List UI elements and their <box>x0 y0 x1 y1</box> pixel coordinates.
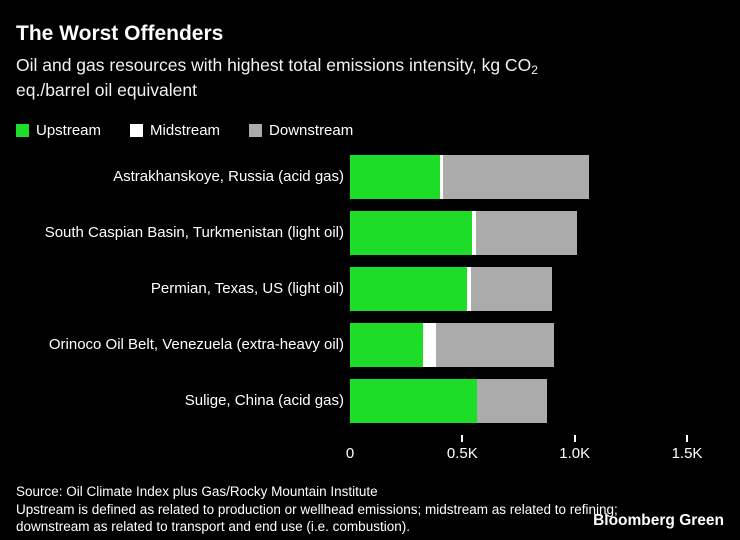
legend-label: Downstream <box>269 121 354 139</box>
chart-subtitle-line1: Oil and gas resources with highest total… <box>16 55 532 75</box>
bar-label: Permian, Texas, US (light oil) <box>150 280 344 297</box>
bar-row: Astrakhanskoye, Russia (acid gas) <box>16 155 724 199</box>
white-square-swatch <box>130 123 144 137</box>
bar-segment-downstream <box>471 267 553 311</box>
bar-row: Orinoco Oil Belt, Venezuela (extra-heavy… <box>16 323 724 367</box>
bar-track <box>350 267 724 311</box>
x-axis-tick-label: 0.5K <box>446 445 478 462</box>
footnote-line1: Upstream is defined as related to produc… <box>16 501 618 517</box>
legend-item-downstream: Downstream <box>249 122 353 139</box>
bar-chart: Astrakhanskoye, Russia (acid gas) South C… <box>16 155 724 462</box>
bar-segment-downstream <box>443 155 590 199</box>
legend: Upstream Midstream Downstream <box>16 122 724 139</box>
bar-segment-midstream <box>439 155 444 199</box>
bar-segment-downstream <box>476 379 547 423</box>
bar-track <box>350 211 724 255</box>
bar-track <box>350 155 724 199</box>
bar-segment-midstream <box>466 267 472 311</box>
bar-segment-midstream <box>423 323 437 367</box>
x-axis-tick <box>573 435 576 442</box>
bar-segment-upstream <box>350 323 424 367</box>
bar-segment-upstream <box>350 211 473 255</box>
x-axis-tick-label: 1.0K <box>559 445 591 462</box>
bar-row: Permian, Texas, US (light oil) <box>16 267 724 311</box>
legend-label: Upstream <box>36 121 102 139</box>
green-square-swatch <box>16 123 29 137</box>
chart-title: The Worst Offenders <box>16 22 224 45</box>
x-axis-tick-label: 1.5K <box>671 445 703 462</box>
bar-segment-upstream <box>350 379 477 423</box>
legend-label: Midstream <box>150 121 221 139</box>
x-axis-tick <box>461 435 464 442</box>
bar-segment-downstream <box>475 211 577 255</box>
legend-item-midstream: Midstream <box>130 122 220 139</box>
x-axis: 0 0.5K 1.0K 1.5K <box>346 435 710 462</box>
chart-subtitle-line2: eq./barrel oil equivalent <box>16 80 197 100</box>
source-note: Source: Oil Climate Index plus Gas/Rocky… <box>16 484 378 499</box>
chart-subtitle: Oil and gas resources with highest total… <box>16 54 724 102</box>
x-axis-tick <box>686 435 688 442</box>
bar-row: South Caspian Basin, Turkmenistan (light… <box>16 211 724 255</box>
bar-rows: Astrakhanskoye, Russia (acid gas) South C… <box>16 155 724 423</box>
bar-label: South Caspian Basin, Turkmenistan (light… <box>44 224 344 241</box>
bar-label: Orinoco Oil Belt, Venezuela (extra-heavy… <box>48 336 344 353</box>
bar-segment-upstream <box>350 155 440 199</box>
bar-track <box>350 323 724 367</box>
bar-segment-upstream <box>350 267 467 311</box>
brand-logo: Bloomberg Green <box>593 512 724 529</box>
footer: Source: Oil Climate Index plus Gas/Rocky… <box>16 483 724 536</box>
bar-label: Sulige, China (acid gas) <box>184 392 344 409</box>
footnote-line2: downstream as related to transport and e… <box>16 519 410 534</box>
legend-item-upstream: Upstream <box>16 122 101 139</box>
bar-segment-downstream <box>436 323 555 367</box>
gray-square-swatch <box>249 123 263 137</box>
co2-subscript: 2 <box>531 63 538 77</box>
bar-segment-midstream <box>472 211 476 255</box>
x-axis-tick-label: 0 <box>345 445 355 462</box>
bar-row: Sulige, China (acid gas) <box>16 379 724 423</box>
bar-track <box>350 379 724 423</box>
bar-label: Astrakhanskoye, Russia (acid gas) <box>113 168 344 185</box>
